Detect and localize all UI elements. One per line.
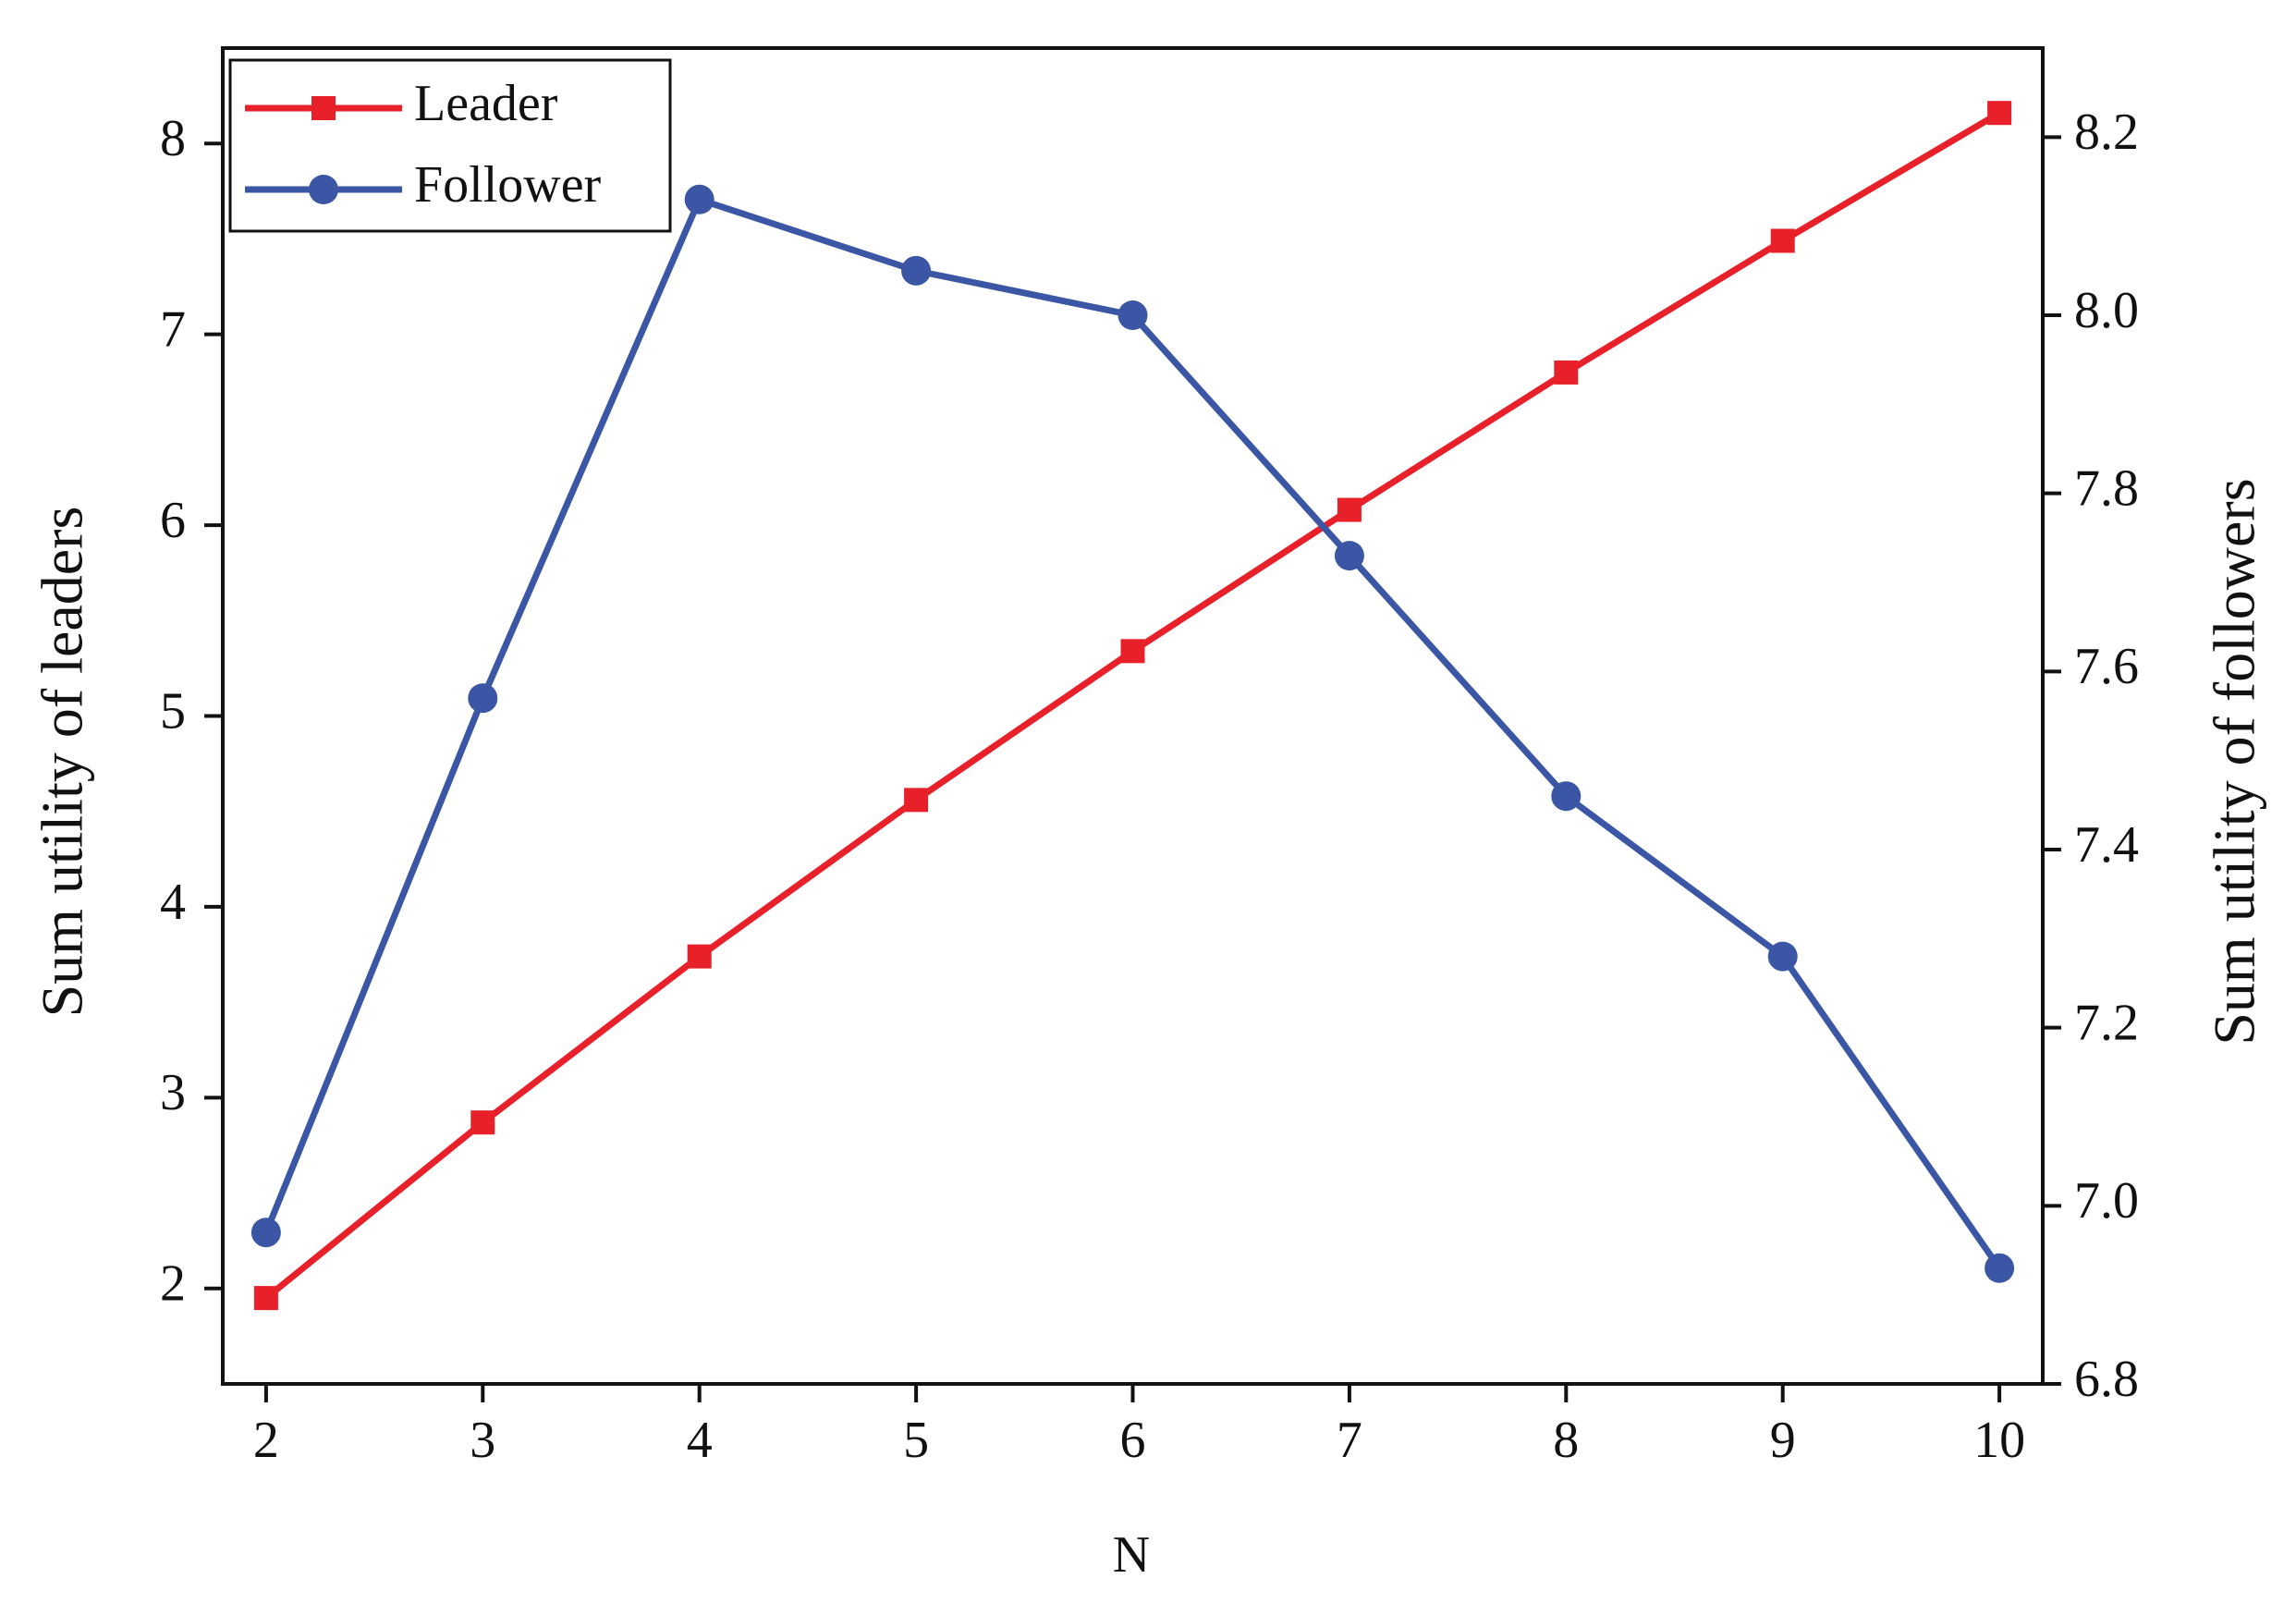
data-point (1987, 101, 2012, 126)
y2-tick-label: 7.4 (2074, 816, 2139, 874)
y2-tick-label: 7.0 (2074, 1172, 2139, 1230)
series-line (263, 195, 2002, 1270)
data-point (250, 1218, 281, 1248)
data-point (1337, 497, 1362, 522)
y2-tick-label: 8.2 (2074, 104, 2139, 161)
data-point (468, 683, 498, 714)
y-tick-label: 8 (160, 110, 186, 167)
y2-axis-label: Sum utility of followers (2202, 478, 2267, 1045)
legend-box (228, 58, 672, 233)
y-tick-label: 3 (160, 1064, 186, 1121)
series-line (263, 110, 2001, 1301)
legend-marker (309, 175, 338, 204)
x-tick-label: 7 (1337, 1412, 1362, 1469)
x-tick-label: 10 (1973, 1412, 2025, 1469)
x-tick-label: 9 (1770, 1412, 1796, 1469)
x-tick-label: 5 (903, 1412, 929, 1469)
legend-marker (311, 96, 336, 120)
data-point (470, 1110, 495, 1135)
y-tick-label: 5 (160, 682, 186, 740)
y-tick-label: 4 (160, 874, 186, 931)
y-tick-label: 7 (160, 300, 186, 358)
data-point (1551, 781, 1582, 812)
data-point (1554, 360, 1579, 385)
data-point (684, 184, 714, 214)
x-axis-label: N (1113, 1526, 1150, 1584)
data-point (1120, 639, 1145, 664)
y-tick-label: 2 (160, 1255, 186, 1313)
x-tick-label: 4 (687, 1412, 713, 1469)
y2-tick-label: 8.0 (2074, 282, 2139, 339)
data-point (1117, 300, 1148, 330)
data-point (901, 255, 932, 286)
legend-label: Leader (414, 75, 558, 132)
data-point (253, 1286, 278, 1311)
data-point (1767, 941, 1798, 972)
y2-tick-label: 7.6 (2074, 638, 2139, 695)
x-tick-label: 2 (253, 1412, 279, 1469)
data-point (687, 944, 712, 969)
y-axis-label: Sum utility of leaders (30, 507, 95, 1018)
data-point (904, 788, 929, 813)
y-tick-label: 6 (160, 492, 186, 549)
x-tick-label: 8 (1553, 1412, 1579, 1469)
data-point (1334, 541, 1364, 571)
data-point (1985, 1253, 2015, 1283)
x-tick-label: 6 (1120, 1412, 1146, 1469)
y2-tick-label: 6.8 (2074, 1351, 2139, 1408)
y2-tick-label: 7.8 (2074, 460, 2139, 518)
y2-tick-label: 7.2 (2074, 995, 2139, 1052)
x-tick-label: 3 (470, 1412, 495, 1469)
legend-label: Follower (414, 156, 602, 214)
data-point (1770, 228, 1795, 253)
